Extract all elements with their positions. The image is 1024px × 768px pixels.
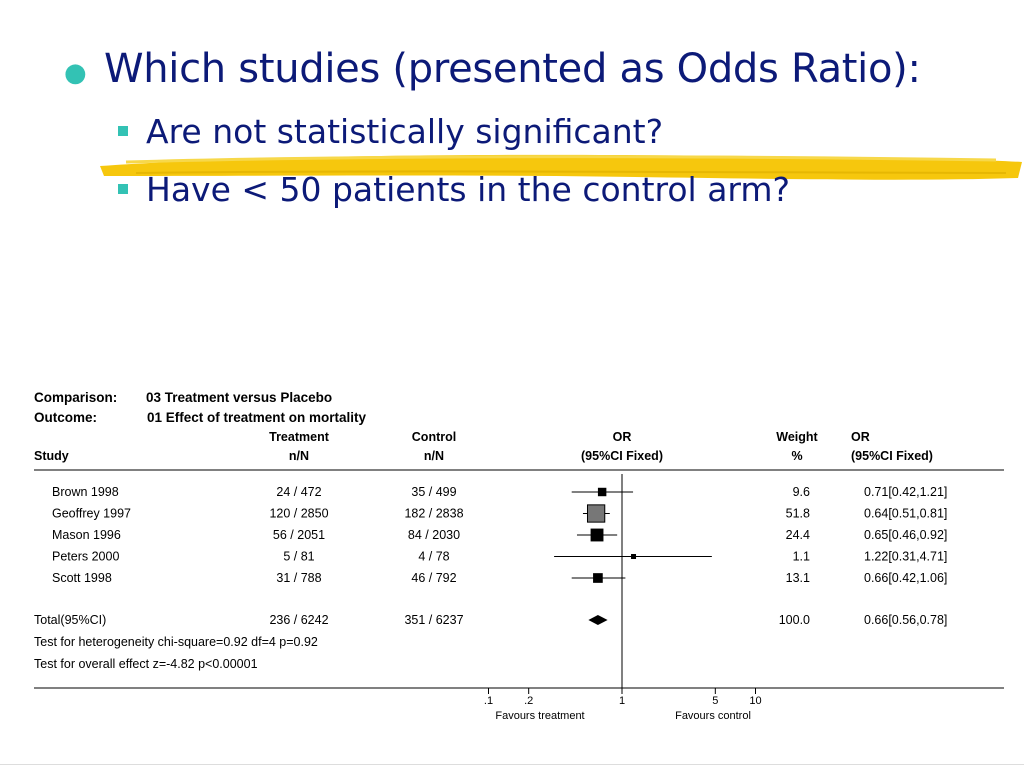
total-diamond [588, 615, 608, 625]
x-tick-label: 10 [749, 695, 761, 707]
x-tick-label: 5 [712, 695, 718, 707]
header-weight-sub: % [791, 449, 802, 463]
header-or-ci-sub: (95%CI Fixed) [851, 449, 933, 463]
study-row: Mason 1996 56 / 2051 84 / 2030 24.4 0.65[0.4… [52, 528, 947, 542]
study-treatment: 31 / 788 [276, 571, 321, 585]
study-weight: 13.1 [786, 571, 810, 585]
header-treatment: Treatment [269, 430, 330, 444]
square-bullet-icon [118, 184, 128, 194]
study-control: 46 / 792 [411, 571, 456, 585]
overall-effect-test: Test for overall effect z=-4.82 p<0.0000… [34, 657, 258, 671]
point-estimate [597, 487, 607, 497]
comparison-value: 03 Treatment versus Placebo [146, 390, 332, 405]
header-or-sub: (95%CI Fixed) [581, 449, 663, 463]
study-or-label: 0.64[0.51,0.81] [864, 507, 947, 521]
study-weight: 24.4 [786, 528, 810, 542]
bullet-dot-icon: ● [64, 58, 87, 88]
favours-treatment-label: Favours treatment [495, 710, 584, 722]
footer-rule [0, 764, 1024, 765]
study-name: Peters 2000 [52, 550, 119, 564]
header-weight: Weight [776, 430, 818, 444]
point-estimate [586, 504, 606, 523]
study-treatment: 120 / 2850 [269, 507, 328, 521]
point-estimate [593, 573, 603, 583]
study-control: 4 / 78 [418, 550, 449, 564]
study-or-label: 1.22[0.31,4.71] [864, 550, 947, 564]
study-row: Peters 2000 5 / 81 4 / 78 1.1 1.22[0.31,4.71… [52, 550, 947, 564]
study-row: Scott 1998 31 / 788 46 / 792 13.1 0.66[0.42,… [52, 571, 947, 585]
study-treatment: 24 / 472 [276, 485, 321, 499]
point-estimate [631, 554, 637, 559]
plot-marks [554, 474, 712, 688]
header-study: Study [34, 449, 69, 463]
study-weight: 9.6 [793, 485, 810, 499]
study-treatment: 56 / 2051 [273, 528, 325, 542]
study-control: 35 / 499 [411, 485, 456, 499]
sub-bullet-2-text: Have < 50 patients in the control arm? [146, 170, 791, 209]
total-control: 351 / 6237 [404, 613, 463, 627]
x-tick-label: .2 [524, 695, 533, 707]
study-name: Scott 1998 [52, 571, 112, 585]
study-treatment: 5 / 81 [283, 550, 314, 564]
x-tick-label: 1 [619, 695, 625, 707]
study-control: 182 / 2838 [404, 507, 463, 521]
x-tick-label: .1 [484, 695, 493, 707]
study-row: Geoffrey 1997 120 / 2850 182 / 2838 51.8 0.6… [52, 507, 947, 521]
total-weight: 100.0 [779, 613, 810, 627]
study-or-label: 0.66[0.42,1.06] [864, 571, 947, 585]
study-control: 84 / 2030 [408, 528, 460, 542]
outcome-label: Outcome: [34, 410, 97, 425]
header-treatment-sub: n/N [289, 449, 309, 463]
study-name: Mason 1996 [52, 528, 121, 542]
highlighter-stroke [100, 154, 1022, 180]
study-rows: Brown 1998 24 / 472 35 / 499 9.6 0.71[0.42,1… [52, 485, 947, 585]
heterogeneity-test: Test for heterogeneity chi-square=0.92 d… [34, 635, 318, 649]
header-or-ci: OR [851, 430, 870, 444]
total-label: Total(95%CI) [34, 613, 106, 627]
square-bullet-icon [118, 126, 128, 136]
forest-plot: Comparison: 03 Treatment versus Placebo … [34, 390, 1004, 722]
study-weight: 1.1 [793, 550, 810, 564]
total-or-label: 0.66[0.56,0.78] [864, 613, 947, 627]
study-name: Brown 1998 [52, 485, 119, 499]
favours-control-label: Favours control [675, 710, 751, 722]
main-bullet-text: Which studies (presented as Odds Ratio): [104, 46, 921, 92]
header-control: Control [412, 430, 456, 444]
x-axis: .1 .2 1 5 10 [484, 688, 762, 707]
study-or-label: 0.65[0.46,0.92] [864, 528, 947, 542]
study-name: Geoffrey 1997 [52, 507, 131, 521]
outcome-value: 01 Effect of treatment on mortality [147, 410, 367, 425]
study-weight: 51.8 [786, 507, 810, 521]
header-or: OR [613, 430, 632, 444]
comparison-label: Comparison: [34, 390, 117, 405]
header-control-sub: n/N [424, 449, 444, 463]
point-estimate [590, 528, 604, 542]
sub-bullet-1-text: Are not statistically significant? [146, 112, 664, 151]
study-row: Brown 1998 24 / 472 35 / 499 9.6 0.71[0.42,1… [52, 485, 947, 499]
study-or-label: 0.71[0.42,1.21] [864, 485, 947, 499]
total-treatment: 236 / 6242 [269, 613, 328, 627]
